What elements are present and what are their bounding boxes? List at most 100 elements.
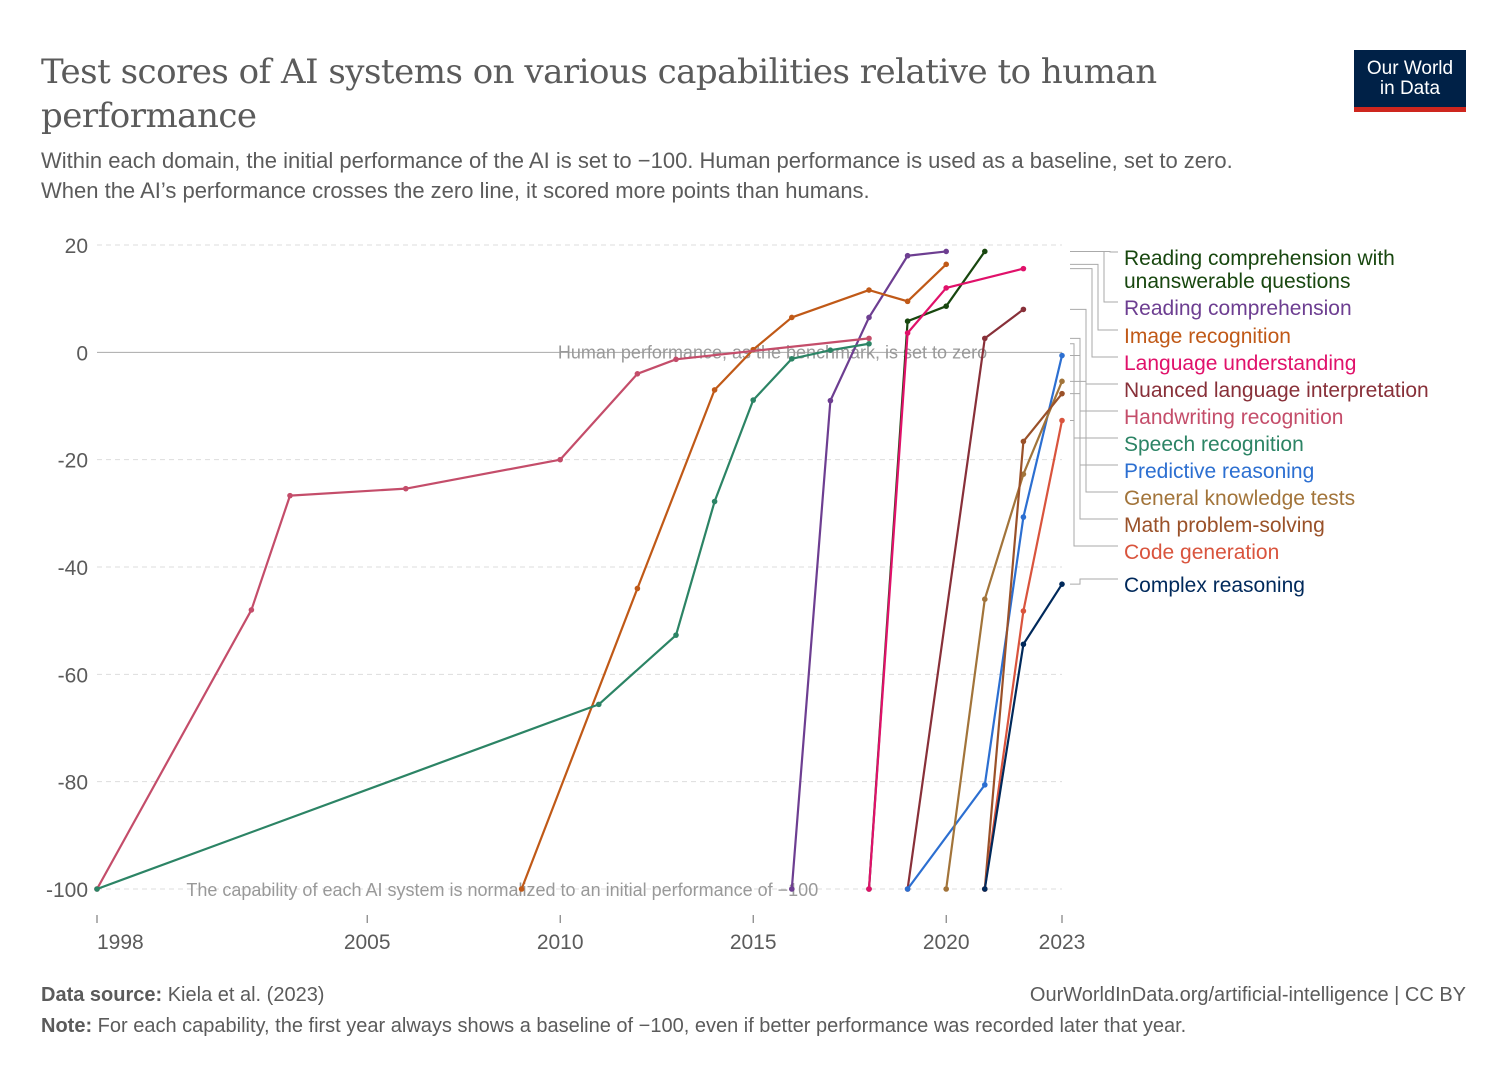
data-point: [904, 318, 911, 325]
y-tick-label: 0: [76, 342, 88, 365]
x-tick-label: 2020: [923, 931, 970, 954]
series-line: [96, 342, 870, 891]
x-tick-label: 2010: [537, 931, 584, 954]
source-label: Data source:: [41, 984, 163, 1006]
data-point: [1020, 306, 1027, 313]
data-point: [827, 397, 834, 404]
data-point: [711, 498, 718, 505]
data-point: [1020, 514, 1027, 520]
series-line: [945, 380, 1064, 890]
data-point: [557, 456, 563, 463]
series-label: Speech recognition: [1124, 433, 1304, 456]
label-connector: [1070, 419, 1118, 547]
data-point: [1059, 378, 1065, 385]
logo-line-1: Our World: [1366, 58, 1454, 79]
y-tick-label: -40: [58, 557, 88, 580]
series-label: Reading comprehension with: [1124, 247, 1395, 270]
y-tick-label: -60: [58, 664, 88, 687]
label-connector: [1070, 250, 1118, 303]
x-tick-label: 2005: [344, 931, 391, 954]
label-connector: [1070, 308, 1118, 385]
data-point: [827, 347, 834, 353]
series-line: [867, 267, 1024, 890]
data-point: [943, 261, 949, 268]
source-text: Kiela et al. (2023): [162, 984, 325, 1006]
data-point: [673, 632, 679, 638]
y-tick-label: 20: [65, 235, 88, 258]
data-point: [943, 303, 949, 309]
data-point: [789, 355, 795, 362]
data-point: [982, 782, 988, 788]
data-point: [1020, 608, 1027, 614]
chart-subtitle: Within each domain, the initial performa…: [41, 146, 1441, 206]
annotation-baseline: The capability of each AI system is norm…: [186, 880, 818, 900]
data-point: [1059, 390, 1065, 397]
series-label: Predictive reasoning: [1124, 460, 1314, 483]
data-point: [904, 330, 911, 336]
x-tick-label: 2023: [1039, 931, 1086, 954]
label-connector: [1070, 263, 1118, 331]
data-point: [1020, 438, 1027, 445]
series-line: [520, 263, 947, 890]
note-label: Note:: [41, 1015, 93, 1037]
series-label: Image recognition: [1124, 325, 1291, 348]
label-connector: [1070, 268, 1118, 358]
series-label: Handwriting recognition: [1124, 406, 1343, 429]
data-point: [943, 248, 949, 255]
data-point: [866, 340, 872, 347]
data-point: [866, 886, 872, 892]
series-label: Complex reasoning: [1124, 574, 1305, 597]
label-connector: [1070, 337, 1118, 412]
data-point: [1020, 641, 1027, 648]
series-line: [906, 355, 1064, 890]
data-point: [982, 596, 988, 602]
y-tick-label: -80: [58, 772, 88, 795]
series-line: [983, 583, 1063, 890]
data-point: [982, 335, 988, 342]
series-label: unanswerable questions: [1124, 270, 1351, 293]
data-point: [943, 886, 949, 892]
data-point: [789, 886, 795, 892]
data-point: [1059, 581, 1065, 587]
series-line: [906, 308, 1025, 890]
label-connector: [1070, 380, 1118, 493]
data-point: [750, 397, 756, 403]
data-point: [634, 585, 641, 592]
data-source: Data source: Kiela et al. (2023): [41, 984, 324, 1007]
data-point: [789, 314, 795, 321]
data-point: [596, 701, 602, 708]
series-label: General knowledge tests: [1124, 487, 1355, 510]
logo-line-2: in Data: [1379, 78, 1441, 99]
note: Note: For each capability, the first yea…: [41, 1015, 1186, 1038]
series-label: Nuanced language interpretation: [1124, 379, 1429, 402]
note-text: For each capability, the first year alwa…: [92, 1015, 1187, 1037]
y-tick-label: -20: [58, 450, 88, 473]
series-label: Reading comprehension: [1124, 297, 1352, 320]
data-point: [673, 356, 679, 363]
label-connector: [1070, 343, 1118, 439]
data-point: [982, 248, 988, 255]
x-tick-label: 1998: [97, 931, 144, 954]
data-point: [403, 485, 409, 492]
source-url[interactable]: OurWorldInData.org/artificial-intelligen…: [1029, 984, 1466, 1006]
series-line: [96, 337, 870, 890]
data-point: [982, 886, 988, 892]
data-point: [904, 298, 911, 305]
series-label: Math problem-solving: [1124, 514, 1325, 537]
chart-title: Test scores of AI systems on various cap…: [41, 52, 1157, 136]
data-point: [287, 492, 293, 499]
subtitle-line-1: Within each domain, the initial performa…: [41, 148, 1233, 173]
data-point: [943, 285, 949, 291]
x-tick-label: 2015: [730, 931, 777, 954]
data-point: [1059, 352, 1065, 359]
subtitle-line-2: When the AI’s performance crosses the ze…: [41, 178, 870, 203]
data-point: [866, 314, 872, 321]
data-point: [1020, 265, 1027, 272]
label-connector: [1070, 578, 1118, 585]
owid-logo[interactable]: Our World in Data: [1354, 50, 1466, 112]
y-tick-label: -100: [46, 879, 88, 902]
series-label: Language understanding: [1124, 352, 1356, 375]
label-connector: [1070, 355, 1118, 466]
